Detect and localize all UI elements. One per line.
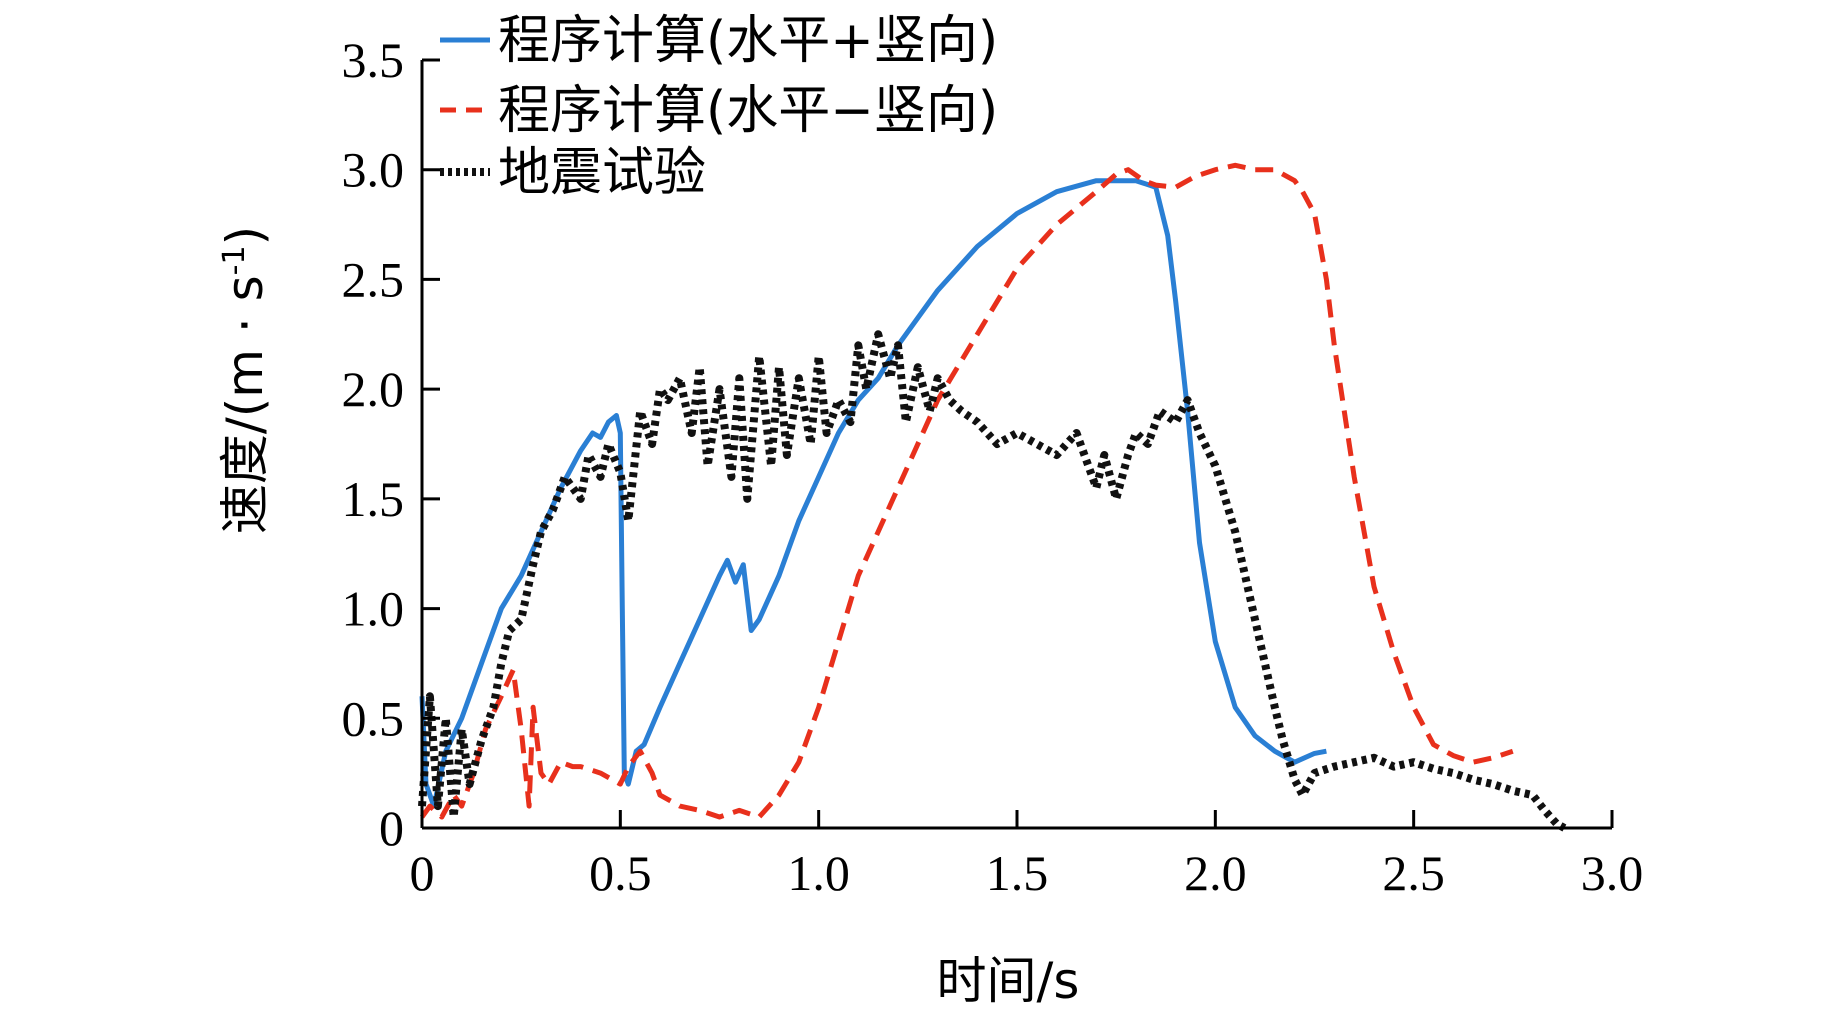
y-axis-title: 速度/(m · s-1): [216, 226, 274, 534]
y-tick-label: 3.0: [342, 142, 405, 198]
x-tick-label: 2.5: [1382, 845, 1445, 901]
y-axis-title-suffix: ): [216, 226, 274, 246]
y-axis-title-main: 速度/(m · s: [216, 275, 274, 534]
y-axis-ticks: 0 0.5 1.0 1.5 2.0 2.5 3.0 3.5: [342, 32, 440, 856]
y-tick-label: 3.5: [342, 32, 405, 88]
x-tick-label: 0.5: [589, 845, 652, 901]
x-axis-ticks: 0 0.5 1.0 1.5 2.0 2.5 3.0: [410, 810, 1644, 901]
x-tick-label: 1.5: [986, 845, 1049, 901]
x-tick-label: 1.0: [787, 845, 850, 901]
plot-series: [418, 162, 1567, 832]
legend-label-3: 地震试验: [498, 143, 706, 203]
legend-label-2: 程序计算(水平−竖向): [498, 81, 998, 141]
x-tick-label: 0: [410, 845, 435, 901]
y-tick-label: 0: [379, 800, 404, 856]
y-tick-label: 1.5: [342, 471, 405, 527]
svg-text:速度/(m · s-1): 速度/(m · s-1): [216, 226, 274, 534]
y-tick-label: 2.5: [342, 251, 405, 307]
y-tick-label: 0.5: [342, 690, 405, 746]
y-tick-label: 2.0: [342, 361, 405, 417]
x-axis-title: 时间/s: [937, 952, 1080, 1010]
y-tick-label: 1.0: [342, 581, 405, 637]
series-line-3: [418, 330, 1567, 832]
series-line-1: [419, 178, 1327, 809]
series-line-2: [419, 162, 1514, 820]
x-tick-label: 3.0: [1581, 845, 1644, 901]
y-axis-title-superscript: -1: [217, 245, 252, 275]
x-tick-label: 2.0: [1184, 845, 1247, 901]
legend: 程序计算(水平+竖向) 程序计算(水平−竖向)地震试验: [440, 11, 998, 203]
legend-label-1: 程序计算(水平+竖向): [498, 11, 998, 71]
